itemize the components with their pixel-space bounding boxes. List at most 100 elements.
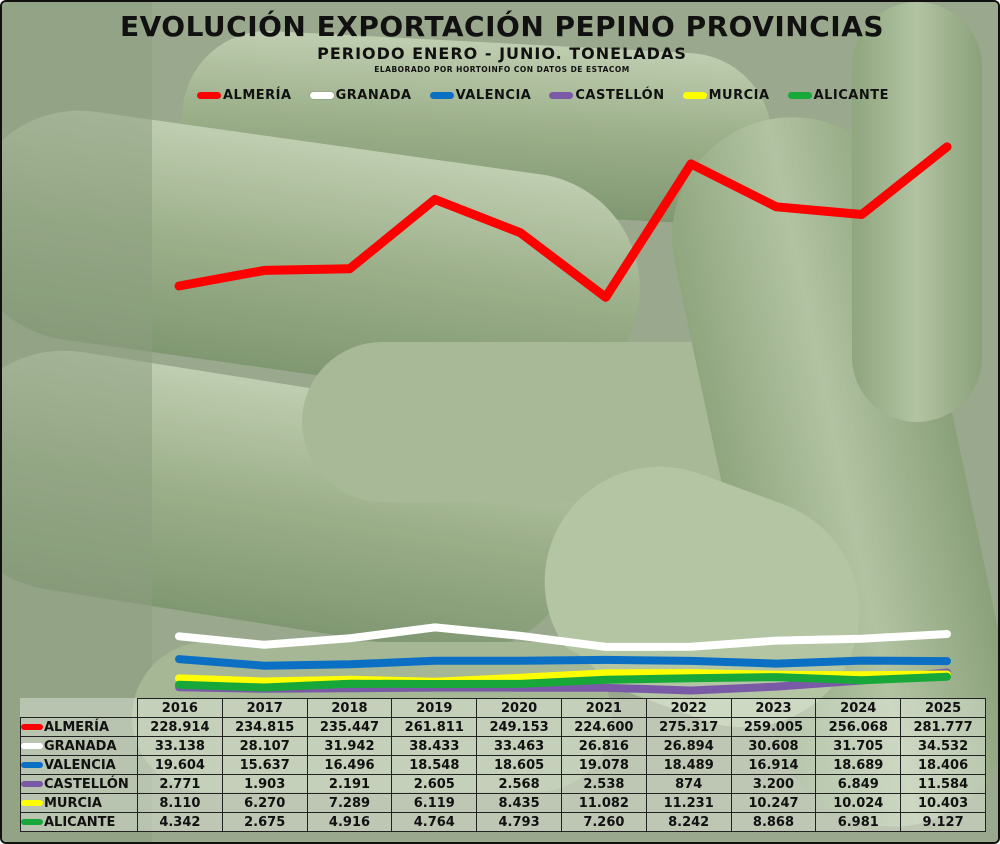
table-cell: 2.538 (560, 774, 647, 794)
row-swatch (21, 800, 43, 806)
year-header: 2018 (306, 698, 393, 718)
table-cell: 281.777 (900, 717, 986, 737)
row-header: CASTELLÓN (20, 774, 138, 794)
year-header: 2016 (137, 698, 223, 718)
table-cell: 11.231 (645, 793, 732, 813)
table-cell: 2.675 (221, 812, 308, 832)
table-cell: 261.811 (391, 717, 478, 737)
series-line-valencia (175, 655, 951, 670)
row-label: MURCIA (44, 795, 102, 811)
legend-item-castellon: CASTELLÓN (549, 88, 664, 103)
legend-label: CASTELLÓN (575, 88, 665, 103)
table-row-alicante: ALICANTE 4.342 2.675 4.916 4.764 4.793 7.260 8.… (20, 812, 986, 832)
legend-item-murcia: MURCIA (682, 88, 770, 103)
table-cell: 18.406 (900, 755, 986, 775)
table-row-almeria: ALMERÍA 228.914 234.815 235.447 261.811 249.1… (20, 717, 986, 737)
table-cell: 33.138 (137, 736, 223, 756)
table-cell: 19.078 (560, 755, 647, 775)
row-header: MURCIA (20, 793, 138, 813)
table-cell: 18.489 (645, 755, 732, 775)
legend-label: GRANADA (335, 88, 412, 103)
table-row-castellon: CASTELLÓN 2.771 1.903 2.191 2.605 2.568 2.538 8… (20, 774, 986, 794)
table-cell: 9.127 (900, 812, 986, 832)
chart-title: EVOLUCIÓN EXPORTACIÓN PEPINO PROVINCIAS (119, 10, 885, 43)
table-cell: 228.914 (137, 717, 223, 737)
table-cell: 6.270 (221, 793, 308, 813)
legend-item-granada: GRANADA (309, 88, 412, 103)
table-cell: 2.771 (137, 774, 223, 794)
table-cell: 7.289 (306, 793, 393, 813)
chart-subtitle: PERIODO ENERO - JUNIO. TONELADAS (317, 44, 687, 63)
row-header: GRANADA (20, 736, 138, 756)
series-alicante (175, 672, 951, 692)
table-cell: 30.608 (730, 736, 817, 756)
series-line-almeria (174, 142, 952, 302)
table-header-row: 2016 2017 2018 2019 2020 2021 2022 2023 2024 2025 (21, 698, 986, 718)
year-header: 2025 (900, 698, 986, 718)
legend-swatch (309, 92, 334, 99)
year-header: 2023 (730, 698, 817, 718)
table-cell: 235.447 (306, 717, 393, 737)
table-cell: 16.914 (730, 755, 817, 775)
chart-credit: ELABORADO POR HORTOINFO CON DATOS DE EST… (374, 65, 630, 74)
table-cell: 10.247 (730, 793, 817, 813)
table-cell: 18.689 (815, 755, 902, 775)
legend-swatch (549, 92, 574, 99)
legend-label: ALMERÍA (223, 88, 292, 103)
table-cell: 26.894 (645, 736, 732, 756)
year-header: 2022 (645, 698, 732, 718)
table-cell: 4.793 (476, 812, 562, 832)
table-cell: 6.981 (815, 812, 902, 832)
chart-legend: ALMERÍA GRANADA VALENCIA CASTELLÓN MURCIA ALI… (197, 88, 907, 103)
table-cell: 249.153 (476, 717, 562, 737)
table-row-granada: GRANADA 33.138 28.107 31.942 38.433 33.463 26.… (20, 736, 986, 756)
table-cell: 259.005 (730, 717, 817, 737)
legend-swatch (429, 92, 454, 99)
row-swatch (21, 819, 43, 825)
table-cell: 11.584 (900, 774, 986, 794)
series-almeria (174, 142, 952, 302)
table-cell: 6.849 (815, 774, 902, 794)
table-cell: 19.604 (137, 755, 223, 775)
row-swatch (21, 724, 43, 730)
row-header: VALENCIA (20, 755, 138, 775)
table-cell: 15.637 (221, 755, 308, 775)
table-cell: 38.433 (391, 736, 478, 756)
legend-label: VALENCIA (455, 88, 532, 103)
year-header: 2017 (221, 698, 308, 718)
table-cell: 1.903 (221, 774, 308, 794)
row-label: ALMERÍA (44, 719, 110, 735)
legend-label: ALICANTE (813, 88, 889, 103)
series-line-granada (175, 623, 951, 651)
year-header: 2021 (560, 698, 647, 718)
table-cell: 8.868 (730, 812, 817, 832)
legend-swatch (682, 92, 707, 99)
row-header: ALICANTE (20, 812, 138, 832)
table-cell: 4.916 (306, 812, 393, 832)
row-swatch (21, 743, 43, 749)
table-cell: 11.082 (560, 793, 647, 813)
legend-item-almeria: ALMERÍA (197, 88, 292, 103)
table-cell: 3.200 (730, 774, 817, 794)
table-cell: 18.605 (476, 755, 562, 775)
row-label: GRANADA (44, 738, 117, 754)
table-body: ALMERÍA 228.914 234.815 235.447 261.811 249.1… (20, 717, 986, 832)
legend-label: MURCIA (708, 88, 770, 103)
table-cell: 8.435 (476, 793, 562, 813)
table-cell: 2.605 (391, 774, 478, 794)
row-label: ALICANTE (44, 814, 116, 830)
series-line-alicante (175, 672, 951, 692)
table-cell: 16.496 (306, 755, 393, 775)
table-cell: 874 (645, 774, 732, 794)
series-valencia (175, 655, 951, 670)
table-cell: 28.107 (221, 736, 308, 756)
legend-swatch (787, 92, 812, 99)
table-cell: 26.816 (560, 736, 647, 756)
table-cell: 4.342 (137, 812, 223, 832)
table-cell: 234.815 (221, 717, 308, 737)
table-cell: 8.110 (137, 793, 223, 813)
table-cell: 6.119 (391, 793, 478, 813)
table-cell: 33.463 (476, 736, 562, 756)
